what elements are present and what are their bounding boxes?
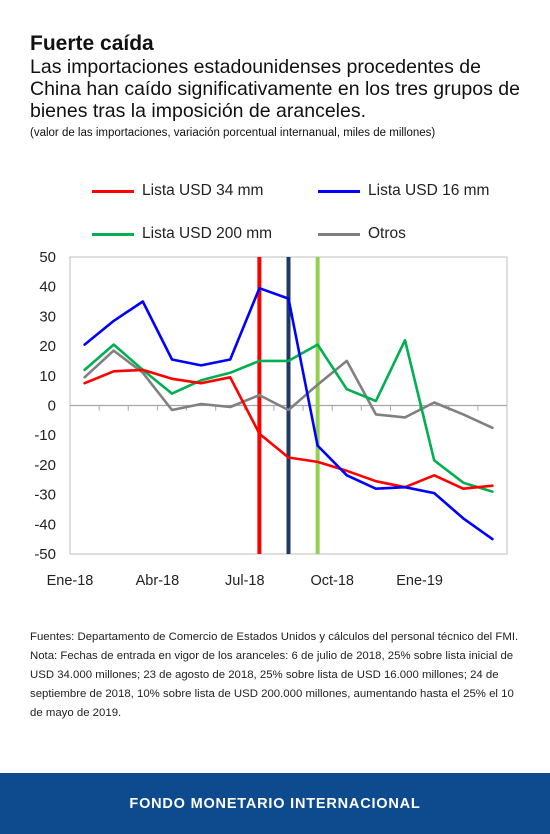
- legend-label-list-200: Lista USD 200 mm: [142, 225, 273, 242]
- tariff-note: Nota: Fechas de entrada en vigor de los …: [30, 650, 514, 719]
- y-tick-label: 50: [39, 250, 56, 266]
- series-line-otros: [83, 349, 494, 430]
- legend-item-list-16: Lista USD 16 mm: [318, 182, 489, 200]
- y-tick-label: -30: [34, 487, 56, 504]
- series-line-lista-usd-16-mm: [83, 286, 494, 541]
- x-tick-label: Oct-18: [310, 573, 354, 589]
- legend-swatch-list-16: [318, 189, 360, 193]
- sources-note: Fuentes: Departamento de Comercio de Est…: [30, 631, 519, 643]
- footer-org-name: FONDO MONETARIO INTERNACIONAL: [129, 795, 421, 812]
- legend-label-list-34: Lista USD 34 mm: [142, 182, 264, 199]
- footer-bar: FONDO MONETARIO INTERNACIONAL: [0, 773, 550, 834]
- series-line-lista-usd-34-mm: [83, 368, 494, 490]
- y-tick-label: 30: [39, 308, 56, 325]
- legend-item-otros: Otros: [318, 225, 406, 243]
- x-tick-label: Ene-19: [396, 573, 443, 589]
- legend-swatch-list-34: [92, 189, 134, 193]
- series-line-lista-usd-200-mm: [83, 338, 494, 493]
- legend-label-otros: Otros: [368, 225, 406, 242]
- y-tick-label: 20: [39, 338, 56, 355]
- y-tick-label: 10: [39, 368, 56, 385]
- legend-item-list-34: Lista USD 34 mm: [92, 182, 263, 200]
- legend-swatch-otros: [318, 232, 360, 236]
- x-tick-label: Abr-18: [136, 573, 180, 589]
- chart-subtitle: Las importaciones estadounidenses proced…: [30, 56, 520, 122]
- x-tick-label: Jul-18: [225, 573, 265, 589]
- x-tick-label: Ene-18: [47, 573, 94, 589]
- chart-notes: Fuentes: Departamento de Comercio de Est…: [30, 628, 525, 723]
- y-tick-label: 0: [48, 398, 56, 415]
- legend-swatch-list-200: [92, 232, 134, 236]
- chart-title: Fuerte caída: [30, 32, 154, 55]
- legend-label-list-16: Lista USD 16 mm: [368, 182, 490, 199]
- units-note: (valor de las importaciones, variación p…: [30, 127, 436, 139]
- y-tick-label: -50: [34, 546, 56, 563]
- line-chart: 50 40 30 20 10 0 -10 -20 -30 -40 -50 Ene-18 Abr-18 Ju…: [34, 250, 508, 589]
- y-tick-label: -20: [34, 457, 56, 474]
- y-tick-label: -10: [34, 427, 56, 444]
- y-tick-label: 40: [39, 279, 56, 296]
- y-tick-label: -40: [34, 516, 56, 533]
- legend-item-list-200: Lista USD 200 mm: [92, 225, 272, 243]
